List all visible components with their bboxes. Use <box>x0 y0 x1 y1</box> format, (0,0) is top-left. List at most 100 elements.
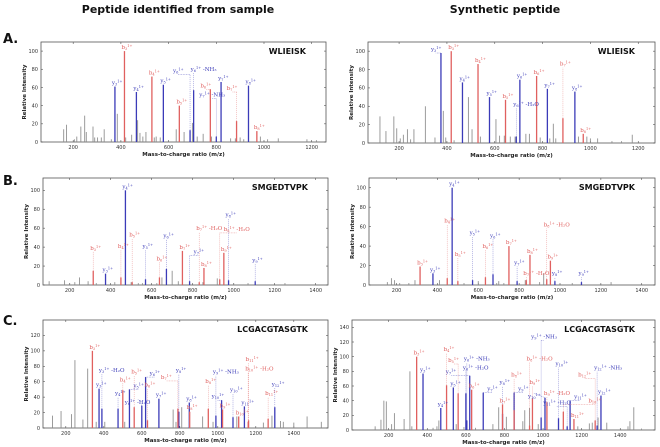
ion-label: b91+ <box>529 379 540 386</box>
y-tick-label: 20 <box>32 122 38 128</box>
peptide-sequence-label: SMGEDTVPK <box>252 183 309 192</box>
ion-label: b41+ <box>444 218 455 225</box>
y-tick-label: 60 <box>32 85 38 91</box>
ion-label: y91+ -NH₃ <box>212 369 239 376</box>
ion-label: y31+ -H₂O <box>98 367 125 374</box>
y-tick-label: 60 <box>34 226 40 232</box>
ion-label: y91+ <box>251 257 263 264</box>
ion-label: b71+ <box>500 397 511 404</box>
ion-label: b81+ <box>201 261 212 268</box>
ion-label: b91+ -H₂O <box>544 390 571 397</box>
x-tick-label: 600 <box>147 288 157 294</box>
ion-label: y31+ <box>111 80 123 87</box>
y-tick-label: 0 <box>346 428 349 434</box>
y-tick-label: 100 <box>28 49 38 55</box>
x-tick-label: 800 <box>212 145 222 151</box>
ion-label: b121+ <box>578 372 591 379</box>
x-tick-label: 1200 <box>632 146 645 152</box>
y-tick-label: 0 <box>35 140 38 146</box>
ion-label: y41+ <box>132 85 144 92</box>
x-tick-label: 1400 <box>309 288 322 294</box>
ion-label: b71+ -H₂O <box>196 225 223 232</box>
ion-label-leader <box>137 398 142 404</box>
ion-label: b71+ <box>161 374 172 381</box>
ion-label: b91+ <box>547 254 558 261</box>
ion-label: b31+ <box>448 44 459 51</box>
x-tick-label: 1000 <box>554 288 567 294</box>
y-tick-label: 60 <box>359 86 365 92</box>
ion-label: b111+ <box>265 390 278 397</box>
ion-label: b81+ -H₂O <box>544 222 571 229</box>
y-tick-label: 20 <box>34 264 40 270</box>
ion-label: y111+ <box>573 394 587 401</box>
ion-label: y91+ <box>517 386 529 393</box>
x-tick-label: 600 <box>461 433 471 439</box>
y-tick-label: 20 <box>360 263 366 269</box>
ion-label: y41+ <box>437 401 449 408</box>
y-axis-label: Relative Intensity <box>350 204 356 259</box>
ion-label: y71+ <box>513 260 525 267</box>
x-tick-label: 200 <box>61 431 71 437</box>
x-tick-label: 600 <box>474 288 484 294</box>
ion-label: y121+ -NH₃ <box>593 364 622 371</box>
ion-label: y81+ <box>571 85 583 92</box>
ion-label: y121+ <box>597 389 611 396</box>
ion-label: y31+ <box>429 266 441 273</box>
ion-label: y31+ <box>102 267 114 274</box>
y-tick-label: 20 <box>34 410 40 416</box>
ion-label: b51+ <box>503 93 514 100</box>
y-tick-label: 40 <box>32 103 38 109</box>
ion-label: y61+ <box>162 233 174 240</box>
x-tick-label: 800 <box>175 431 185 437</box>
spectrum-chart: 200 400 600 800 1000 1200 0 20 40 60 80 100 Mass-to-… <box>349 41 656 159</box>
ion-label: b111+ <box>571 412 584 419</box>
ion-label: b71+ -H₂O <box>523 270 550 277</box>
plot-frame <box>40 41 327 143</box>
ion-label: b81+ -H₂O <box>224 226 251 233</box>
x-tick-label: 1000 <box>258 145 271 151</box>
ion-label: y111+ <box>240 399 254 406</box>
y-tick-label: 80 <box>343 369 349 375</box>
peptide-sequence-label: SMGEDTVPK <box>579 183 636 192</box>
y-tick-label: 100 <box>30 349 40 355</box>
ion-label: y61+ -NH₃ <box>463 356 490 363</box>
ion-label: y61+ <box>489 232 501 239</box>
x-tick-label: 800 <box>188 288 198 294</box>
panel-label-c: C. <box>3 314 17 329</box>
ion-label: b31+ <box>89 344 100 351</box>
ion-label: b101+ <box>588 397 601 404</box>
panel-label-b: B. <box>3 174 18 189</box>
plot-frame <box>368 177 656 286</box>
ion-label: b61+ <box>156 255 167 262</box>
plot-frame <box>42 177 329 286</box>
x-axis-label: Mass-to-charge ratio (m/z) <box>144 295 227 301</box>
ion-label: y91+ -NH₃ <box>530 334 557 341</box>
ion-label: b51+ <box>448 357 459 364</box>
ion-label: y71+ <box>217 75 229 82</box>
ion-labels-layer: b31+ y61+ -NH₃ y61+ b41+ y71+ y51+ y81+ y31+ b61… <box>111 44 265 131</box>
y-axis-label: Relative Intensity <box>24 204 30 259</box>
ion-label: y61+ <box>172 68 184 75</box>
ion-label: b61+ <box>200 82 211 89</box>
ion-label: b31+ <box>90 245 101 252</box>
ion-label: b111+ <box>246 356 259 363</box>
plot-frame <box>367 41 656 144</box>
ion-label: y81+ <box>499 379 511 386</box>
y-tick-label: 40 <box>343 398 349 404</box>
ion-label: b71+ <box>560 61 571 68</box>
y-tick-label: 80 <box>34 207 40 213</box>
peptide-sequence-label: WLIEISK <box>269 47 307 56</box>
ion-labels-layer: b31+ b111+ b101+ -H₂O y31+ -H₂O y81+ y91+ -NH… <box>89 344 284 417</box>
ion-labels-layer: y41+ y81+b71+ -H₂O b81+ -H₂O b51+ y61+ y51+ b4… <box>90 183 263 273</box>
y-tick-label: 100 <box>356 186 366 192</box>
ion-label: b91+ <box>221 246 232 253</box>
ion-label: b61+ <box>534 69 545 76</box>
ion-label: b41+ <box>118 243 129 250</box>
ion-label: y101+ <box>555 361 569 368</box>
ion-label: y81+ <box>244 79 256 86</box>
ion-label: y101+ <box>527 393 541 400</box>
ion-label: y51+ <box>142 243 154 250</box>
x-tick-label: 400 <box>433 288 443 294</box>
y-tick-label: 100 <box>30 188 40 194</box>
